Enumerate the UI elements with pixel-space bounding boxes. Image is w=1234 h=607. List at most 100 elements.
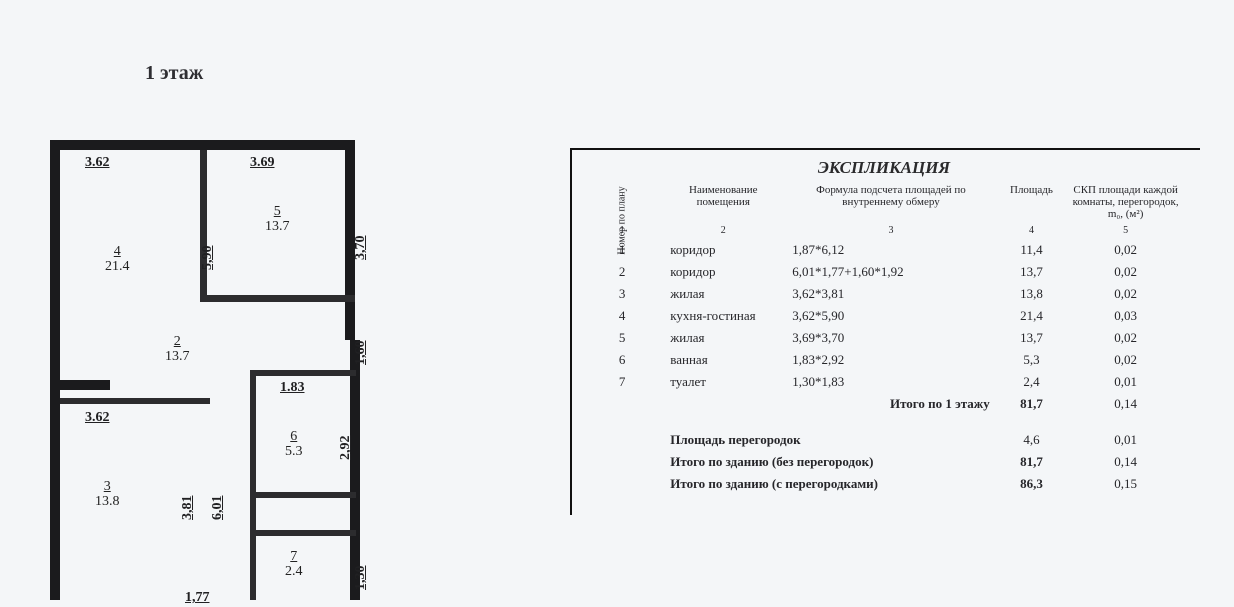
cell-n: 6 bbox=[582, 349, 662, 371]
cell-formula: 6,01*1,77+1,60*1,92 bbox=[784, 261, 997, 283]
cell-formula: 3,62*5,90 bbox=[784, 305, 997, 327]
summary-label: Итого по зданию (с перегородками) bbox=[662, 473, 997, 495]
room-number: 4 bbox=[105, 245, 130, 259]
wall bbox=[350, 340, 360, 600]
cell-skp: 0,01 bbox=[1065, 371, 1186, 393]
room-label: 6 5.3 bbox=[285, 430, 303, 459]
subtotal-row: Итого по 1 этажу 81,7 0,14 bbox=[582, 393, 1186, 415]
room-area: 13.8 bbox=[95, 495, 120, 509]
dimension: 3.69 bbox=[250, 155, 275, 171]
dimension: 1,30 bbox=[353, 566, 369, 591]
colnum: 2 bbox=[662, 222, 784, 239]
cell-area: 13,8 bbox=[998, 283, 1066, 305]
summary-skp: 0,01 bbox=[1065, 429, 1186, 451]
col-header-number: Номер по плану bbox=[582, 182, 662, 222]
room-area: 13.7 bbox=[265, 220, 290, 234]
dimension: 1,60 bbox=[353, 341, 369, 366]
cell-skp: 0,02 bbox=[1065, 239, 1186, 261]
cell-skp: 0,02 bbox=[1065, 283, 1186, 305]
cell-name: жилая bbox=[662, 283, 784, 305]
table-row: 5 жилая 3,69*3,70 13,7 0,02 bbox=[582, 327, 1186, 349]
summary-row: Итого по зданию (с перегородками) 86,3 0… bbox=[582, 473, 1186, 495]
cell-area: 5,3 bbox=[998, 349, 1066, 371]
room-area: 2.4 bbox=[285, 565, 303, 579]
floor-plan: 3.62 3.69 5,90 3,70 1,60 1.83 3.62 2,92 … bbox=[50, 140, 390, 600]
room-number: 5 bbox=[265, 205, 290, 219]
explication-title: ЭКСПЛИКАЦИЯ bbox=[582, 158, 1186, 178]
room-label: 2 13.7 bbox=[165, 335, 190, 364]
cell-n: 7 bbox=[582, 371, 662, 393]
summary-area: 86,3 bbox=[998, 473, 1066, 495]
cell-formula: 1,30*1,83 bbox=[784, 371, 997, 393]
summary-skp: 0,15 bbox=[1065, 473, 1186, 495]
room-area: 21.4 bbox=[105, 260, 130, 274]
table-row: 3 жилая 3,62*3,81 13,8 0,02 bbox=[582, 283, 1186, 305]
wall bbox=[50, 140, 60, 600]
cell-n: 2 bbox=[582, 261, 662, 283]
dimension: 1,77 bbox=[185, 590, 210, 606]
room-area: 13.7 bbox=[165, 350, 190, 364]
summary-label: Итого по зданию (без перегородок) bbox=[662, 451, 997, 473]
dimension: 3,81 bbox=[180, 496, 196, 521]
cell-skp: 0,02 bbox=[1065, 327, 1186, 349]
room-number: 7 bbox=[285, 550, 303, 564]
room-number: 6 bbox=[285, 430, 303, 444]
floor-title: 1 этаж bbox=[145, 62, 203, 85]
room-number: 3 bbox=[95, 480, 120, 494]
colnum: 4 bbox=[998, 222, 1066, 239]
col-header-skp: СКП площади каждой комнаты, перегородок,… bbox=[1065, 182, 1186, 222]
room-number: 2 bbox=[165, 335, 190, 349]
col-header-name: Наименование помещения bbox=[662, 182, 784, 222]
subtotal-area: 81,7 bbox=[998, 393, 1066, 415]
cell-formula: 3,69*3,70 bbox=[784, 327, 997, 349]
wall bbox=[50, 140, 355, 150]
wall bbox=[256, 492, 356, 498]
dimension: 3.62 bbox=[85, 155, 110, 171]
summary-row: Итого по зданию (без перегородок) 81,7 0… bbox=[582, 451, 1186, 473]
wall bbox=[50, 380, 110, 390]
cell-area: 2,4 bbox=[998, 371, 1066, 393]
room-label: 4 21.4 bbox=[105, 245, 130, 274]
cell-name: коридор bbox=[662, 261, 784, 283]
cell-area: 11,4 bbox=[998, 239, 1066, 261]
dimension: 3.62 bbox=[85, 410, 110, 426]
dimension: 2,92 bbox=[338, 436, 354, 461]
cell-formula: 1,87*6,12 bbox=[784, 239, 997, 261]
col-header-formula: Формула подсчета площадей по внутреннему… bbox=[784, 182, 997, 222]
cell-name: жилая bbox=[662, 327, 784, 349]
table-row: 6 ванная 1,83*2,92 5,3 0,02 bbox=[582, 349, 1186, 371]
table-row: 2 коридор 6,01*1,77+1,60*1,92 13,7 0,02 bbox=[582, 261, 1186, 283]
room-label: 7 2.4 bbox=[285, 550, 303, 579]
cell-name: туалет bbox=[662, 371, 784, 393]
dimension: 6,01 bbox=[210, 496, 226, 521]
cell-formula: 3,62*3,81 bbox=[784, 283, 997, 305]
cell-formula: 1,83*2,92 bbox=[784, 349, 997, 371]
cell-skp: 0,02 bbox=[1065, 349, 1186, 371]
cell-name: коридор bbox=[662, 239, 784, 261]
cell-name: кухня-гостиная bbox=[662, 305, 784, 327]
cell-skp: 0,02 bbox=[1065, 261, 1186, 283]
summary-area: 81,7 bbox=[998, 451, 1066, 473]
wall bbox=[256, 370, 356, 376]
cell-n: 3 bbox=[582, 283, 662, 305]
explication-panel: ЭКСПЛИКАЦИЯ Номер по плану Наименование … bbox=[570, 148, 1200, 515]
wall bbox=[200, 295, 355, 302]
table-row: 7 туалет 1,30*1,83 2,4 0,01 bbox=[582, 371, 1186, 393]
subtotal-label: Итого по 1 этажу bbox=[784, 393, 997, 415]
table-header-row: Номер по плану Наименование помещения Фо… bbox=[582, 182, 1186, 222]
subtotal-skp: 0,14 bbox=[1065, 393, 1186, 415]
cell-n: 4 bbox=[582, 305, 662, 327]
colnum: 5 bbox=[1065, 222, 1186, 239]
cell-name: ванная bbox=[662, 349, 784, 371]
dimension: 5,90 bbox=[200, 246, 216, 271]
room-label: 3 13.8 bbox=[95, 480, 120, 509]
cell-area: 21,4 bbox=[998, 305, 1066, 327]
summary-row: Площадь перегородок 4,6 0,01 bbox=[582, 429, 1186, 451]
wall bbox=[200, 150, 207, 300]
wall bbox=[256, 530, 356, 536]
summary-label: Площадь перегородок bbox=[662, 429, 997, 451]
dimension: 1.83 bbox=[280, 380, 305, 396]
summary-skp: 0,14 bbox=[1065, 451, 1186, 473]
wall bbox=[250, 370, 256, 600]
summary-area: 4,6 bbox=[998, 429, 1066, 451]
